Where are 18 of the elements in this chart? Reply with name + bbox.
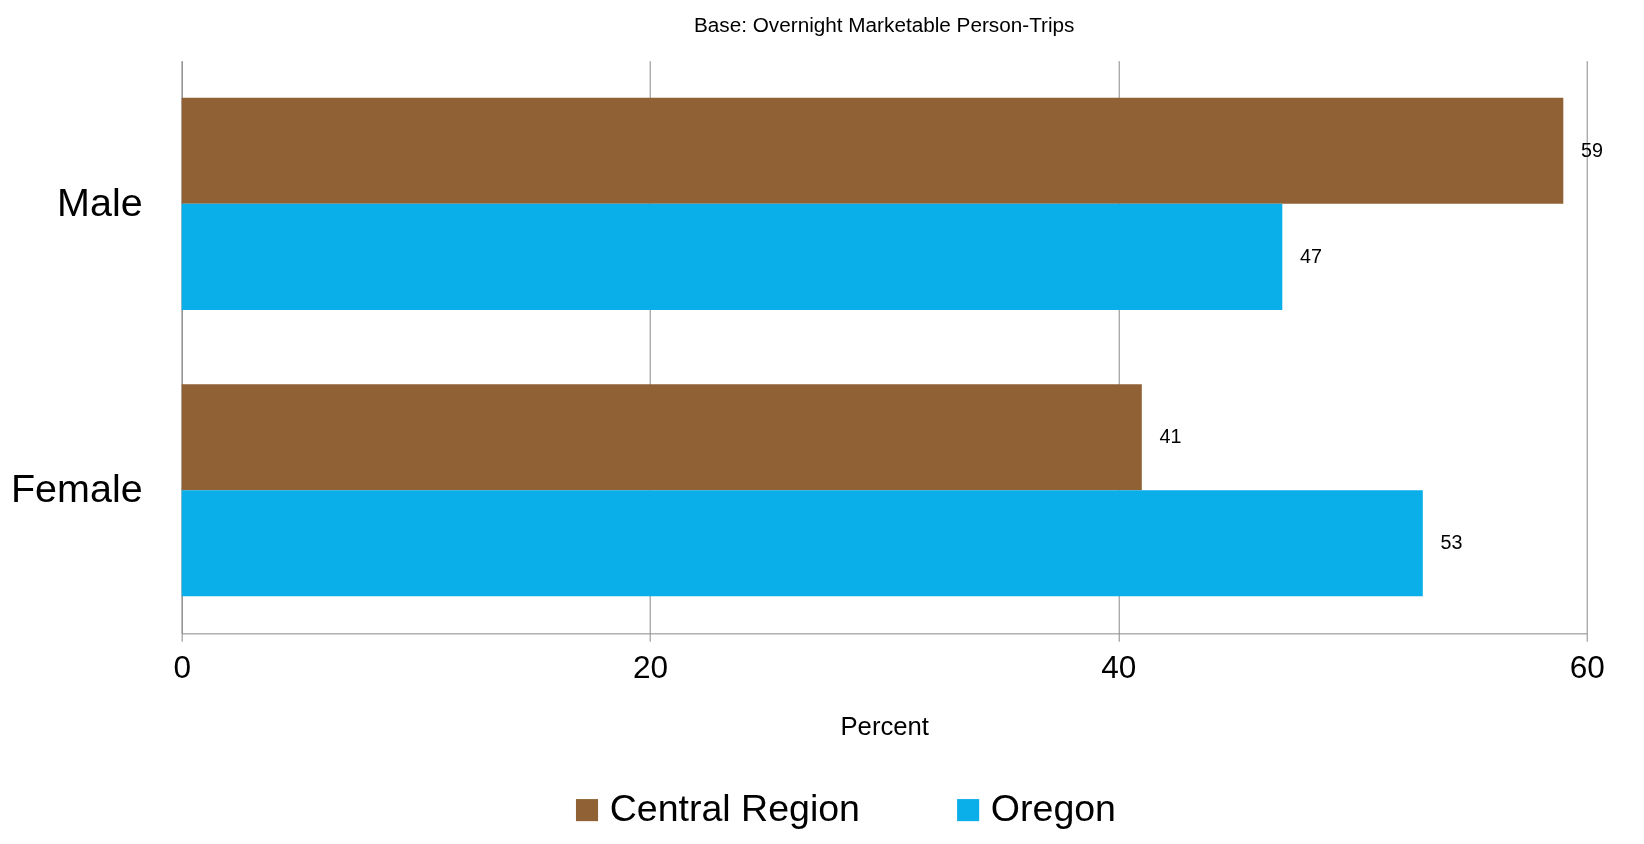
data-label: 47 [1300, 244, 1323, 267]
legend-label: Central Region [609, 786, 860, 829]
bar [181, 490, 1423, 597]
y-tick-label: Male [57, 179, 143, 224]
chart-title: Base: Overnight Marketable Person-Trips [694, 13, 1075, 37]
bar [181, 384, 1142, 491]
x-tick-label: 0 [173, 649, 191, 686]
bar [181, 203, 1283, 310]
y-tick-label: Female [11, 466, 143, 511]
data-label: 53 [1440, 531, 1463, 554]
x-tick-label: 20 [632, 649, 669, 686]
x-tick-label: 60 [1569, 649, 1605, 686]
x-tick-label: 40 [1101, 649, 1137, 686]
data-label: 59 [1581, 138, 1604, 161]
legend-label: Oregon [990, 786, 1116, 829]
x-axis-title: Percent [840, 711, 929, 740]
bar [181, 97, 1564, 204]
data-label: 41 [1159, 425, 1182, 448]
